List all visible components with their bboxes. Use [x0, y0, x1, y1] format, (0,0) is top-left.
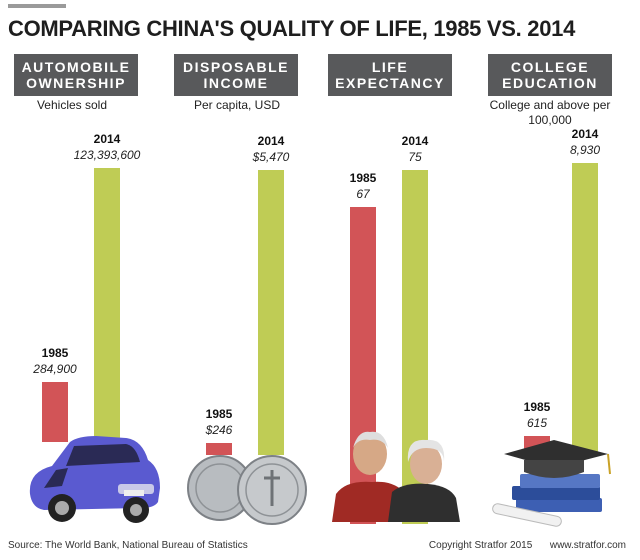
panel-header: AUTOMOBILE OWNERSHIP	[14, 54, 138, 96]
panel-header: LIFE EXPECTANCY	[328, 54, 452, 96]
car-icon	[29, 436, 160, 523]
website-link[interactable]: www.stratfor.com	[549, 540, 626, 551]
bar-value-label: 284,900	[33, 362, 77, 376]
panel-subtitle: Per capita, USD	[193, 98, 281, 112]
panel-header: DISPOSABLE INCOME	[174, 54, 298, 96]
bar-value-label: $246	[205, 423, 233, 437]
bar-value-label: 75	[408, 150, 422, 164]
bar-1985	[206, 443, 232, 455]
bar-year-label: 2014	[571, 127, 599, 141]
bar-1985	[42, 382, 68, 442]
bar-2014	[94, 168, 120, 442]
panel-header: COLLEGE EDUCATION	[488, 54, 612, 96]
panel-subtitle: Vehicles sold	[36, 98, 108, 112]
bar-value-label: 67	[356, 187, 370, 201]
bar-year-label: 2014	[257, 134, 285, 148]
bar-2014	[258, 170, 284, 455]
coins-icon	[187, 455, 307, 525]
bar-value-label: 123,393,600	[73, 148, 141, 162]
bar-value-label: 8,930	[569, 143, 601, 157]
footer-right: Copyright Stratfor 2015 www.stratfor.com	[429, 540, 626, 551]
bar-year-label: 1985	[349, 171, 377, 185]
copyright-text: Copyright Stratfor 2015	[428, 540, 533, 551]
bar-2014	[572, 163, 598, 452]
bar-value-label: $5,470	[252, 150, 290, 164]
bar-year-label: 1985	[41, 346, 69, 360]
page-title: COMPARING CHINA'S QUALITY OF LIFE, 1985 …	[8, 16, 576, 41]
bar-year-label: 1985	[523, 400, 551, 414]
bar-year-label: 2014	[401, 134, 429, 148]
bar-year-label: 2014	[93, 132, 121, 146]
panel-subtitle: College and above per 100,000	[489, 98, 611, 127]
graduation-cap-books-icon	[492, 440, 611, 527]
bar-value-label: 615	[526, 416, 548, 430]
bar-year-label: 1985	[205, 407, 233, 421]
source-note: Source: The World Bank, National Bureau …	[8, 540, 248, 551]
title-accent-bar	[8, 4, 66, 8]
elderly-couple-icon	[332, 431, 460, 522]
